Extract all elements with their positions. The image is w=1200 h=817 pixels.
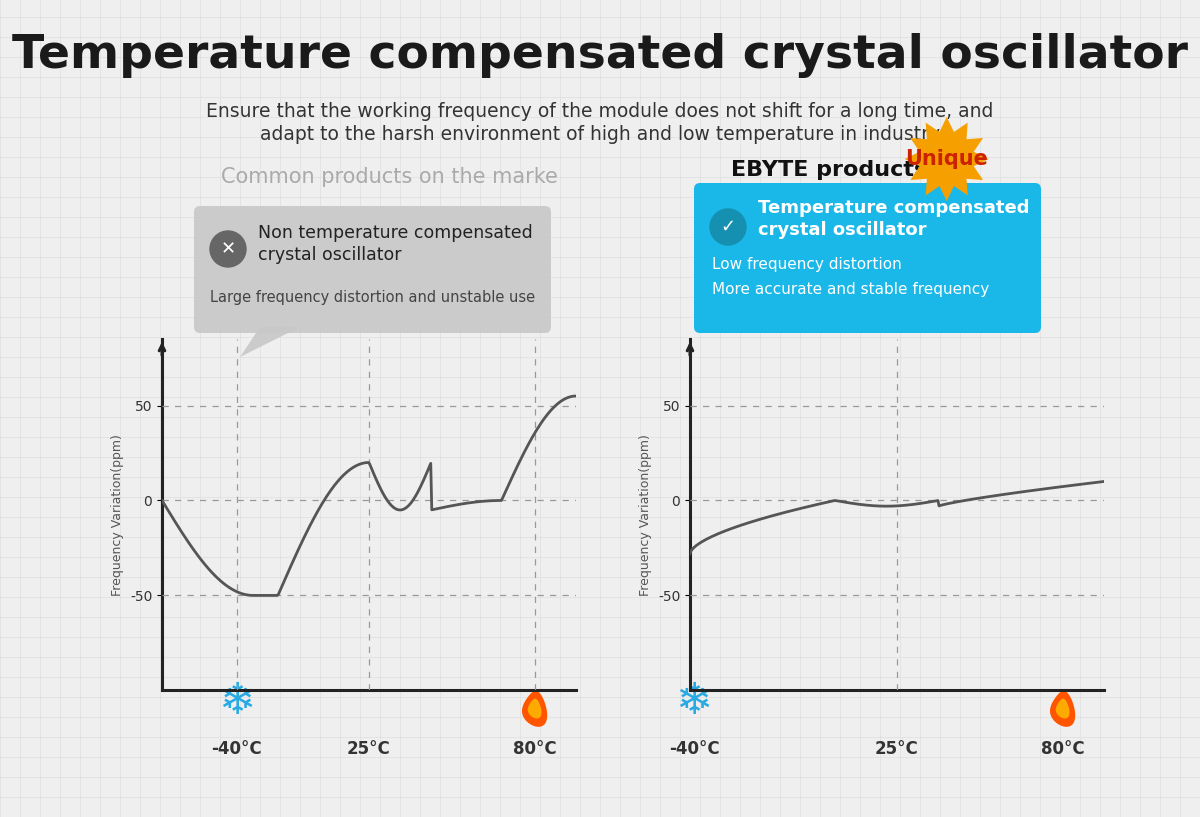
Text: -40°C: -40°C — [211, 740, 262, 758]
Text: 25°C: 25°C — [875, 740, 919, 758]
Polygon shape — [240, 327, 300, 357]
Text: 25°C: 25°C — [347, 740, 391, 758]
Circle shape — [710, 209, 746, 245]
Text: crystal oscillator: crystal oscillator — [758, 221, 926, 239]
Polygon shape — [522, 691, 547, 727]
FancyBboxPatch shape — [194, 206, 551, 333]
Text: Temperature compensated: Temperature compensated — [758, 199, 1030, 217]
Text: Large frequency distortion and unstable use: Large frequency distortion and unstable … — [210, 290, 535, 305]
Text: 80°C: 80°C — [512, 740, 557, 758]
Text: crystal oscillator: crystal oscillator — [258, 246, 402, 264]
Text: Common products on the marke: Common products on the marke — [221, 167, 558, 187]
Text: ✕: ✕ — [221, 240, 235, 258]
Text: -40°C: -40°C — [668, 740, 720, 758]
Text: Low frequency distortion: Low frequency distortion — [712, 257, 901, 272]
Polygon shape — [528, 699, 541, 718]
Text: ✓: ✓ — [720, 218, 736, 236]
Text: Temperature compensated crystal oscillator: Temperature compensated crystal oscillat… — [12, 33, 1188, 78]
Text: Ensure that the working frequency of the module does not shift for a long time, : Ensure that the working frequency of the… — [206, 101, 994, 120]
Y-axis label: Frequency Variation(ppm): Frequency Variation(ppm) — [640, 434, 653, 596]
Polygon shape — [1050, 691, 1075, 727]
Text: ❄: ❄ — [676, 681, 713, 724]
Text: adapt to the harsh environment of high and low temperature in industry: adapt to the harsh environment of high a… — [260, 124, 940, 144]
Text: EBYTE products: EBYTE products — [732, 160, 928, 180]
Text: 80°C: 80°C — [1040, 740, 1085, 758]
Text: More accurate and stable frequency: More accurate and stable frequency — [712, 282, 989, 297]
FancyBboxPatch shape — [694, 183, 1042, 333]
Text: Unique: Unique — [905, 149, 988, 169]
Circle shape — [210, 231, 246, 267]
Polygon shape — [1056, 699, 1069, 718]
Text: ❄: ❄ — [218, 681, 256, 724]
Y-axis label: Frequency Variation(ppm): Frequency Variation(ppm) — [112, 434, 125, 596]
Polygon shape — [905, 117, 989, 201]
Text: Non temperature compensated: Non temperature compensated — [258, 224, 533, 242]
